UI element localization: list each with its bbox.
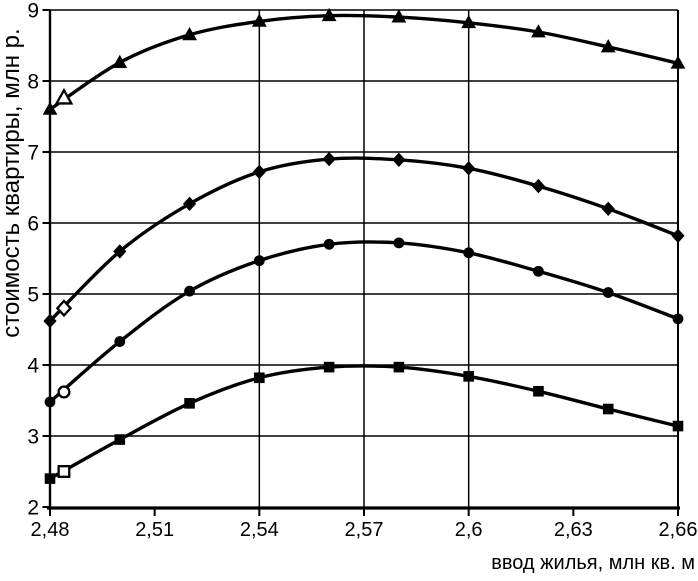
- triangle-series-marker: [42, 101, 58, 115]
- diamond-series-marker: [531, 178, 546, 194]
- diamond-series-marker: [43, 313, 57, 329]
- diamond-series-marker: [601, 201, 615, 216]
- open-diamond-marker: [55, 299, 73, 318]
- circle-series-marker: [393, 237, 405, 249]
- y-tick-label: 3: [27, 426, 39, 449]
- y-tick-label: 4: [27, 355, 39, 378]
- square-series-marker: [393, 361, 405, 373]
- triangle-series-marker: [251, 13, 267, 27]
- x-tick-label: 2,57: [345, 519, 384, 541]
- triangle-series-marker: [531, 24, 546, 38]
- diamond-series-marker: [113, 244, 127, 259]
- diamond-series-marker: [671, 228, 685, 243]
- square-series-marker: [602, 403, 614, 415]
- triangle-series-line: [49, 13, 679, 111]
- circle-series-marker: [114, 336, 126, 347]
- circle-series-marker: [253, 255, 265, 267]
- circle-series-marker: [323, 238, 335, 250]
- circle-series-marker: [184, 285, 195, 297]
- square-series-marker: [533, 385, 544, 397]
- diamond-series-marker: [392, 152, 406, 168]
- y-tick-label: 5: [27, 284, 39, 307]
- square-series-marker: [254, 372, 265, 384]
- x-tick-label: 2,63: [554, 519, 593, 541]
- y-tick-label: 2: [27, 497, 39, 520]
- triangle-series-marker: [321, 7, 337, 22]
- circle-series-marker: [463, 247, 475, 259]
- square-series-line: [49, 364, 679, 481]
- triangle-series-marker: [182, 27, 197, 41]
- square-series-marker: [672, 420, 684, 432]
- square-series-marker: [184, 398, 195, 409]
- x-tick-label: 2,6: [455, 519, 483, 541]
- triangle-series-marker: [461, 14, 477, 29]
- x-tick-label: 2,51: [135, 519, 174, 541]
- square-series-marker: [114, 434, 126, 445]
- circle-series-marker: [672, 313, 684, 325]
- diamond-series-line: [48, 156, 679, 323]
- diamond-series-marker: [182, 196, 197, 212]
- diamond-series-marker: [322, 151, 336, 167]
- x-tick-label: 2,54: [240, 519, 279, 541]
- x-axis-title: ввод жилья, млн кв. м: [491, 552, 695, 574]
- square-series-marker: [463, 371, 474, 382]
- circle-series-marker: [533, 265, 544, 277]
- open-square-marker: [57, 465, 71, 478]
- y-tick-label: 8: [27, 71, 39, 94]
- triangle-series-marker: [600, 39, 616, 53]
- y-tick-label: 9: [27, 0, 39, 23]
- x-tick-label: 2,48: [31, 519, 70, 541]
- open-triangle-marker: [54, 87, 74, 105]
- x-tick-label: 2,66: [659, 519, 698, 541]
- circle-series-marker: [602, 287, 614, 298]
- y-tick-label: 6: [27, 213, 39, 236]
- open-circle-marker: [57, 385, 71, 399]
- y-tick-label: 7: [27, 142, 39, 165]
- triangle-series-marker: [112, 54, 128, 68]
- triangle-series-marker: [670, 55, 686, 69]
- diamond-series-marker: [462, 161, 476, 176]
- square-series-marker: [323, 361, 335, 373]
- circle-series-marker: [44, 396, 56, 408]
- circle-series-line: [48, 240, 679, 404]
- square-series-marker: [44, 473, 56, 484]
- diamond-series-marker: [252, 164, 266, 180]
- triangle-series-marker: [391, 9, 407, 23]
